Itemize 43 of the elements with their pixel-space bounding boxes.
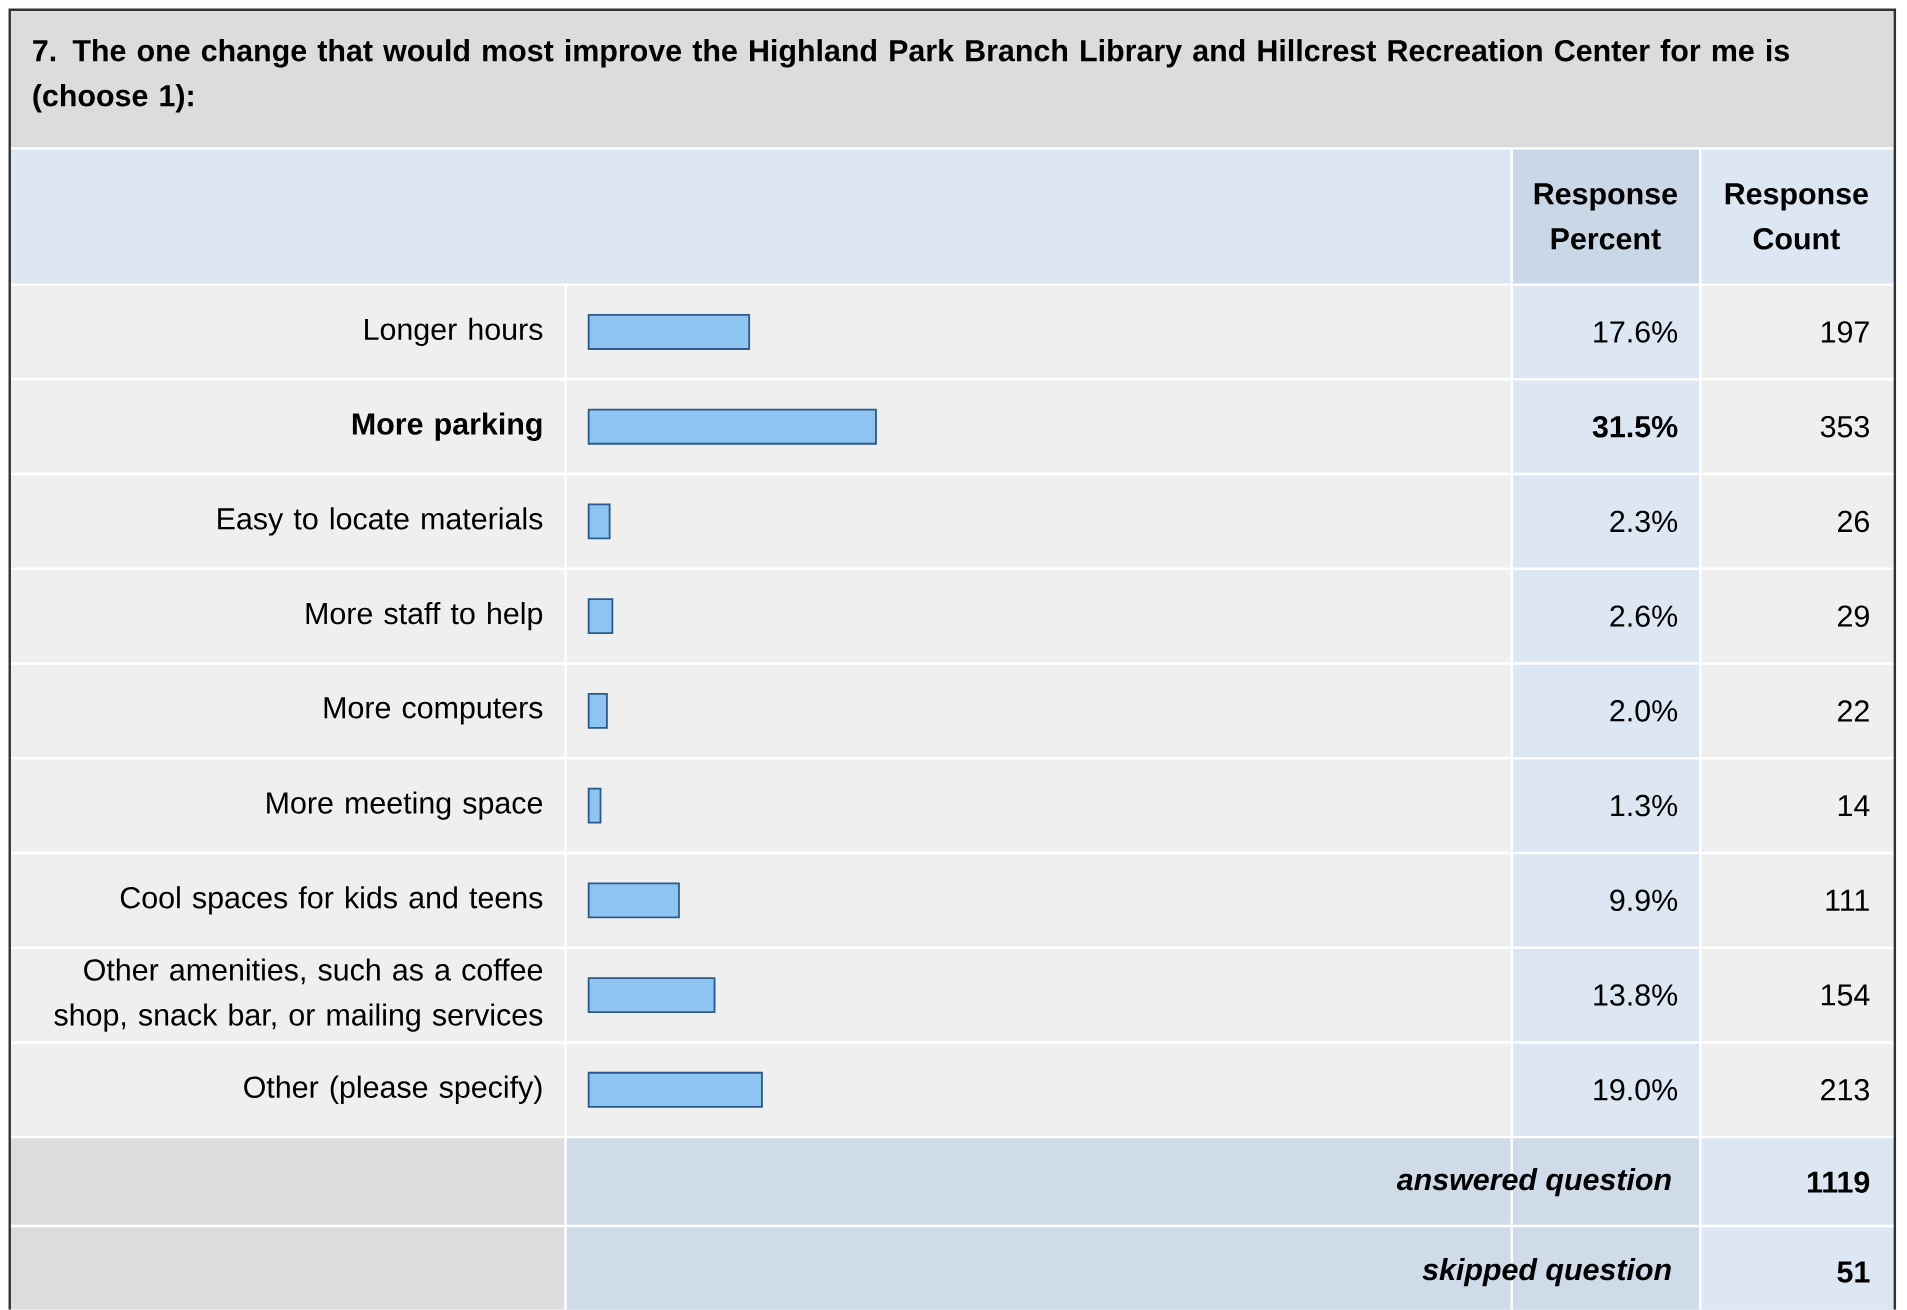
text: Response Count xyxy=(1725,183,1868,250)
text: 29 xyxy=(1838,605,1869,627)
bar xyxy=(587,1071,763,1108)
bar xyxy=(587,598,614,635)
text: Response Percent xyxy=(1534,183,1678,250)
bar xyxy=(587,503,611,540)
bar xyxy=(587,408,877,445)
text: answered question xyxy=(1396,1168,1671,1197)
data-label: 31.5% xyxy=(1592,415,1678,438)
y-tick-label: Cool spaces for kids and teens xyxy=(120,886,543,915)
data-label: 13.8% xyxy=(1594,984,1678,1006)
text: 111 xyxy=(1826,889,1869,911)
bar xyxy=(587,977,716,1014)
y-tick-label: More meeting space xyxy=(267,791,543,820)
data-label: 1.3% xyxy=(1611,794,1678,817)
text: 353 xyxy=(1820,415,1869,438)
data-label: 2.3% xyxy=(1610,510,1678,533)
data-label: 2.0% xyxy=(1610,700,1678,722)
text: 51 xyxy=(1837,1261,1870,1283)
y-tick-label: Easy to locate materials xyxy=(218,507,543,536)
text: 22 xyxy=(1838,700,1869,722)
text: skipped question xyxy=(1422,1258,1671,1287)
bar xyxy=(587,787,602,824)
text: 213 xyxy=(1821,1079,1869,1101)
bar xyxy=(587,882,680,919)
bar xyxy=(587,314,751,350)
chart-title: 7. The one change that would most improve the Highland Park Branch Library and Hillcrest Recreation Center for me is (choose 1): xyxy=(33,39,1789,113)
text: 26 xyxy=(1838,510,1869,533)
bar xyxy=(587,693,608,729)
y-tick-label: Longer hours xyxy=(365,317,543,347)
text: 154 xyxy=(1821,984,1870,1006)
data-label: 9.9% xyxy=(1610,889,1678,912)
y-tick-label: More computers xyxy=(324,697,543,725)
y-tick-label: More parking xyxy=(352,412,542,441)
data-label: 2.6% xyxy=(1610,605,1678,627)
text: 14 xyxy=(1838,795,1870,817)
text: 197 xyxy=(1821,321,1869,343)
data-label: 17.6% xyxy=(1594,321,1678,343)
y-tick-label: Other (please specify) xyxy=(244,1075,542,1105)
y-tick-label: Other amenities, such as a coffee shop, snack bar, or mailing services xyxy=(54,958,543,1032)
text: 1119 xyxy=(1807,1171,1870,1193)
data-label: 19.0% xyxy=(1594,1079,1678,1101)
y-tick-label: More staff to help xyxy=(306,602,543,631)
